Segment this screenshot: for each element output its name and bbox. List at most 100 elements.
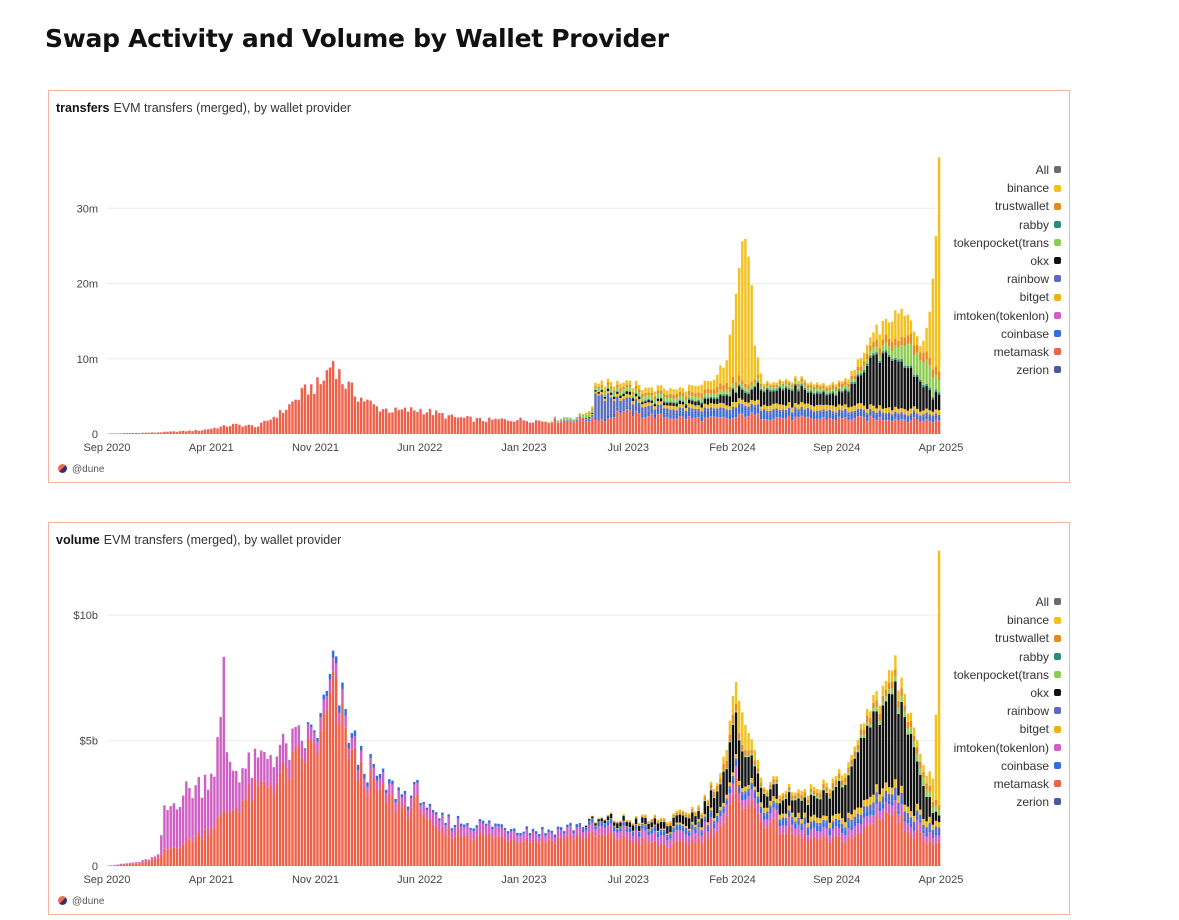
bar-segment-okx [706, 398, 710, 405]
bar-segment-metamask [278, 410, 282, 434]
bar-segment-metamask [734, 777, 738, 866]
bar-segment-tokenpockettrans [837, 386, 841, 390]
legend-item[interactable]: binance [954, 179, 1061, 197]
bar-segment-okx [850, 766, 853, 815]
bar-segment-bitget [712, 403, 716, 409]
bar-stack [634, 815, 638, 866]
bar-segment-trustwallet [906, 721, 910, 729]
bar-stack [425, 412, 429, 434]
bar-segment-metamask [856, 832, 860, 866]
bar-segment-binance [756, 759, 760, 769]
bar-segment-binance [841, 381, 844, 384]
bar-segment-binance [675, 389, 678, 394]
bar-segment-metamask [722, 822, 725, 866]
bar-segment-tokenpockettrans [734, 711, 738, 713]
bar-segment-imtokentokenlon [191, 798, 194, 842]
bar-segment-metamask [172, 847, 176, 866]
bar-segment-zerion [747, 409, 750, 411]
legend-item[interactable]: metamask [954, 775, 1061, 793]
legend-item[interactable]: bitget [954, 720, 1061, 738]
bar-segment-imtokentokenlon [819, 831, 822, 840]
bar-segment-trustwallet [894, 338, 897, 346]
bar-segment-zerion [653, 414, 657, 417]
bar-stack [625, 819, 628, 866]
legend-item[interactable]: rainbow [954, 702, 1061, 720]
legend-item[interactable]: rainbow [954, 270, 1061, 288]
bar-segment-imtokentokenlon [303, 749, 307, 763]
legend-item[interactable]: imtoken(tokenlon) [954, 307, 1061, 325]
bar-segment-metamask [419, 409, 422, 434]
bar-segment-rabby [891, 358, 894, 361]
bar-segment-rabby [684, 403, 688, 406]
bar-segment-metamask [172, 431, 176, 434]
bar-segment-rainbow [600, 394, 603, 417]
legend-item[interactable]: metamask [954, 343, 1061, 361]
bar-stack [160, 432, 163, 434]
bar-stack [235, 771, 238, 866]
legend-item[interactable]: zerion [954, 361, 1061, 379]
bar-segment-coinbase [694, 413, 697, 418]
bar-segment-bitget [875, 784, 878, 793]
bar-segment-rabby [731, 387, 735, 390]
bar-segment-metamask [684, 843, 688, 866]
legend-item[interactable]: All [954, 593, 1061, 611]
legend-item[interactable]: tokenpocket(trans [954, 666, 1061, 684]
legend-item[interactable]: rabby [954, 648, 1061, 666]
bar-segment-trustwallet [937, 804, 941, 811]
legend-item[interactable]: trustwallet [954, 629, 1061, 647]
bar-stack [603, 819, 607, 866]
bar-segment-metamask [385, 802, 388, 866]
bar-segment-binance [594, 382, 597, 386]
bar-stack [650, 387, 653, 434]
bar-segment-metamask [191, 431, 194, 434]
bar-segment-rabby [931, 397, 935, 400]
bar-stack [528, 833, 532, 866]
legend-item[interactable]: trustwallet [954, 197, 1061, 215]
bar-segment-zerion [600, 416, 603, 418]
legend-item[interactable]: okx [954, 684, 1061, 702]
legend-item[interactable]: bitget [954, 288, 1061, 306]
bar-segment-binance [600, 817, 603, 818]
legend-item[interactable]: zerion [954, 793, 1061, 811]
legend-item[interactable]: imtoken(tokenlon) [954, 739, 1061, 757]
bar-stack [241, 768, 244, 866]
bar-stack [497, 419, 500, 434]
bar-segment-binance [831, 778, 835, 784]
legend-item[interactable]: okx [954, 252, 1061, 270]
bar-segment-coinbase [903, 817, 906, 822]
legend-item[interactable]: coinbase [954, 757, 1061, 775]
legend-item[interactable]: tokenpocket(trans [954, 234, 1061, 252]
legend-item[interactable]: rabby [954, 216, 1061, 234]
bar-segment-tokenpockettrans [719, 783, 722, 785]
legend-item[interactable]: All [954, 161, 1061, 179]
bar-segment-metamask [247, 784, 250, 866]
bar-segment-imtokentokenlon [616, 832, 619, 840]
bar-segment-rainbow [891, 414, 894, 417]
bar-segment-coinbase [912, 828, 916, 831]
bar-segment-coinbase [481, 820, 485, 824]
bar-segment-coinbase [912, 414, 916, 418]
bar-segment-binance [622, 813, 625, 815]
bar-segment-zerion [828, 411, 831, 413]
bar-segment-metamask [316, 377, 319, 434]
bar-segment-metamask [722, 417, 725, 434]
legend-item[interactable]: binance [954, 611, 1061, 629]
bar-segment-okx [812, 795, 816, 815]
bar-segment-tokenpockettrans [775, 387, 778, 390]
legend-item[interactable]: coinbase [954, 325, 1061, 343]
bar-segment-okx [712, 399, 716, 404]
bar-segment-zerion [831, 413, 835, 416]
bar-segment-trustwallet [750, 381, 753, 386]
bar-segment-okx [731, 724, 735, 773]
bar-stack [784, 790, 788, 866]
y-tick-label: 30m [77, 203, 98, 215]
bar-segment-coinbase [744, 793, 747, 800]
bar-segment-okx [759, 787, 763, 803]
bar-segment-bitget [684, 407, 688, 411]
bar-segment-metamask [644, 839, 647, 866]
bar-segment-rainbow [847, 817, 850, 823]
bar-segment-binance [891, 670, 894, 682]
bar-segment-rainbow [794, 407, 797, 410]
bar-segment-tokenpockettrans [803, 795, 806, 798]
bar-segment-rainbow [762, 409, 766, 412]
